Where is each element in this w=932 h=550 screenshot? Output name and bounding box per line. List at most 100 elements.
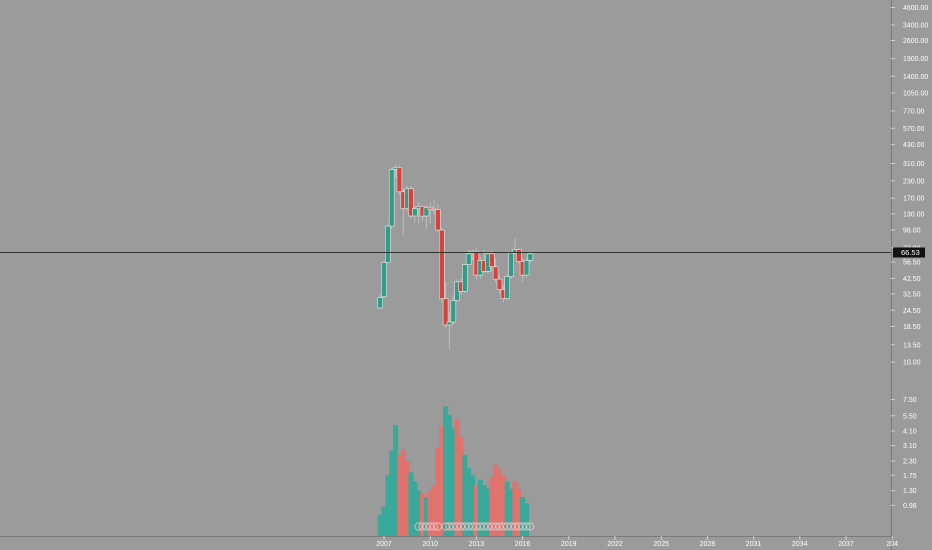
candle-body: [515, 249, 522, 262]
event-marker[interactable]: [491, 522, 500, 531]
price-tick-label: 32.50: [903, 291, 921, 298]
candle-body: [446, 321, 453, 326]
candle-body: [462, 264, 468, 292]
event-marker[interactable]: [453, 522, 462, 531]
volume-bar: [500, 475, 506, 536]
volume-tick-label: 5.50: [903, 413, 917, 420]
candle[interactable]: [446, 311, 453, 350]
candle[interactable]: [462, 263, 468, 294]
volume-bar: [485, 488, 491, 536]
volume-tick-label: 7.50: [903, 397, 917, 404]
price-tick-label: 1900.00: [903, 56, 928, 63]
candle[interactable]: [450, 294, 457, 325]
candle[interactable]: [523, 258, 530, 278]
candle[interactable]: [442, 281, 449, 329]
volume-bar: [516, 488, 522, 536]
price-tick-label: 570.00: [903, 126, 925, 133]
candle[interactable]: [411, 206, 418, 223]
volume-bar: [427, 490, 433, 536]
volume-tick-label: 0.98: [903, 503, 917, 510]
time-tick-label: 2034: [792, 541, 808, 548]
candle[interactable]: [435, 203, 441, 232]
time-tick-label: 2016: [515, 541, 531, 548]
event-marker[interactable]: [414, 522, 423, 531]
volume-bar: [473, 485, 479, 536]
candle[interactable]: [492, 258, 499, 282]
volume-bar: [416, 490, 422, 536]
time-tick-label: 2028: [700, 541, 716, 548]
event-marker[interactable]: [456, 522, 466, 531]
candle[interactable]: [508, 251, 514, 280]
candle[interactable]: [381, 261, 387, 299]
candle[interactable]: [527, 253, 534, 264]
candle[interactable]: [438, 227, 445, 303]
price-pane: [377, 164, 534, 350]
candle-body: [377, 297, 383, 309]
event-marker[interactable]: [495, 522, 504, 531]
time-tick-label: 2010: [422, 541, 438, 548]
candle-body: [508, 252, 514, 277]
event-marker[interactable]: [445, 522, 454, 531]
candle-body: [438, 229, 445, 299]
time-axis[interactable]: 2007 2010 2013 2016 2019 2022 2025 2028 2031 2034…: [376, 536, 898, 548]
candle[interactable]: [488, 249, 495, 272]
candle[interactable]: [504, 273, 511, 301]
event-marker[interactable]: [418, 522, 427, 531]
time-tick-label: 2007: [376, 541, 392, 548]
event-marker[interactable]: [433, 522, 442, 531]
volume-bar: [435, 447, 441, 536]
volume-bar: [493, 464, 499, 536]
price-tick-label: 230.00: [903, 178, 925, 185]
event-marker[interactable]: [430, 522, 439, 531]
event-marker[interactable]: [483, 522, 492, 531]
time-tick-label: 2031: [746, 541, 762, 548]
volume-bar: [458, 437, 464, 536]
candle[interactable]: [515, 247, 522, 264]
volume-bar: [477, 479, 483, 536]
candle-body: [504, 276, 511, 299]
volume-bar: [404, 461, 410, 536]
event-marker[interactable]: [503, 522, 512, 531]
volume-bar: [393, 425, 399, 536]
volume-axis[interactable]: 7.50 5.50 4.10 3.10 2.30 1.75 1.30 0.98: [891, 397, 917, 510]
price-tick-label: 3400.00: [903, 22, 928, 29]
time-tick-label: 204: [886, 541, 898, 548]
event-marker[interactable]: [472, 522, 481, 531]
volume-bar: [462, 454, 468, 536]
event-marker[interactable]: [422, 522, 431, 531]
volume-tick-label: 1.75: [903, 473, 917, 480]
price-tick-label: 56.50: [903, 260, 921, 267]
volume-bar: [381, 507, 387, 536]
event-marker[interactable]: [526, 522, 535, 531]
candle-body: [523, 260, 530, 276]
event-marker[interactable]: [460, 522, 469, 531]
volume-bar: [512, 481, 518, 536]
candle[interactable]: [408, 186, 414, 219]
volume-bar: [504, 481, 510, 536]
volume-bar: [450, 428, 456, 536]
event-marker[interactable]: [499, 522, 508, 531]
candle[interactable]: [377, 294, 383, 310]
volume-bar: [420, 492, 425, 536]
price-tick-label: 18.50: [903, 324, 921, 331]
candle[interactable]: [388, 167, 395, 229]
event-marker[interactable]: [522, 522, 531, 531]
candle-body: [442, 298, 449, 326]
volume-bar: [466, 468, 472, 536]
event-marker[interactable]: [487, 522, 496, 531]
candle[interactable]: [427, 202, 434, 224]
price-tick-label: 1050.00: [903, 90, 928, 97]
price-tick-label: 42.50: [903, 276, 921, 283]
candle[interactable]: [396, 165, 403, 195]
candle[interactable]: [385, 223, 391, 264]
candle-body: [492, 266, 499, 280]
price-tick-label: 2600.00: [903, 38, 928, 45]
price-tick-label: 1400.00: [903, 74, 928, 81]
volume-pane: [377, 406, 529, 536]
event-marker[interactable]: [449, 522, 458, 531]
candle[interactable]: [423, 205, 430, 229]
candle[interactable]: [496, 275, 503, 294]
volume-bar: [497, 469, 502, 536]
candle-body: [435, 209, 441, 231]
